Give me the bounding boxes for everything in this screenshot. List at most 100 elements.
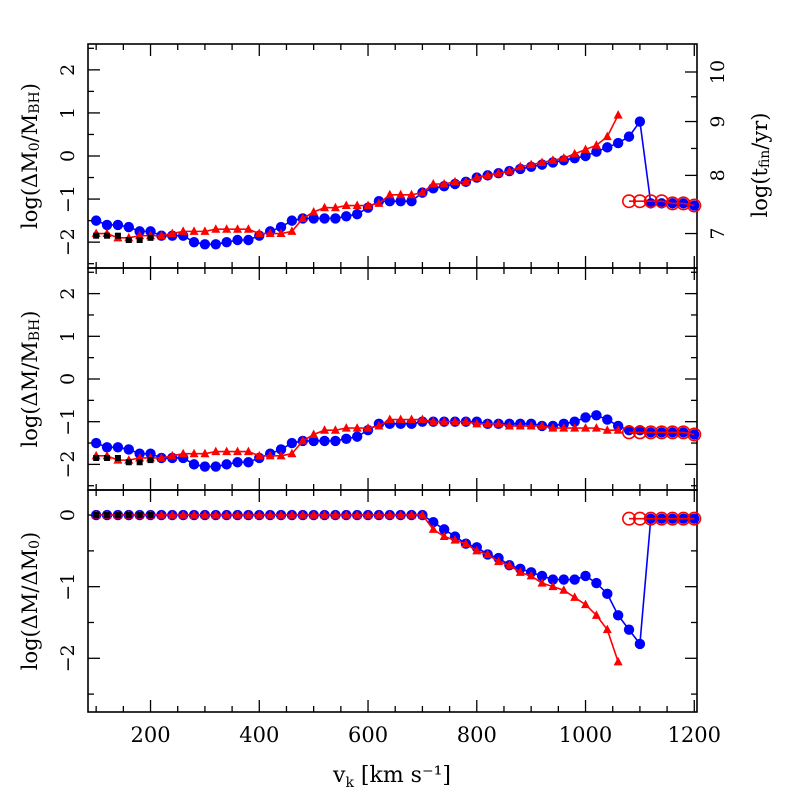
data-point [93,232,100,239]
data-point [147,457,154,464]
data-point [351,208,363,220]
data-point [602,131,612,141]
data-point [265,228,275,238]
data-point [167,510,177,519]
data-point [396,510,406,519]
data-point [222,224,232,233]
data-point [461,416,471,426]
data-point [232,457,243,468]
data-point [243,234,254,246]
data-point [309,429,319,438]
data-point [439,531,449,541]
data-point [93,454,100,461]
data-point [178,226,188,235]
data-point [494,418,504,428]
data-point [385,189,395,199]
data-point [439,179,449,188]
data-point [243,457,254,468]
data-point [406,196,417,207]
data-point [199,461,211,472]
data-point [580,412,591,423]
data-point [276,228,286,238]
data-point [483,170,493,179]
y-tick-label: −1 [57,185,79,213]
data-point [104,512,111,519]
data-point [123,221,134,233]
data-point [189,510,199,519]
data-point [417,414,427,424]
data-point [287,510,297,519]
data-point [602,425,612,434]
panel-top: −2 −1 0 1 2 log(ΔM0/MBH) 7 8 9 10 log(tfin/yr) [18,43,773,269]
data-point [537,420,547,430]
y-tick-label: −2 [57,450,79,478]
y-tick-label: 2 [57,288,79,300]
data-point [287,448,297,458]
data-point [526,159,536,169]
data-point [439,416,449,426]
data-point [623,131,635,142]
series-line [96,114,619,239]
data-point [591,140,601,149]
y-tick-label: 0 [57,373,79,385]
right-axis-label: log(tfin/yr) [748,113,773,218]
data-point [581,144,591,154]
data-point [385,510,395,519]
data-point [591,146,602,157]
data-point [320,202,330,212]
data-point [632,194,647,209]
y-tick-label: −1 [57,573,79,601]
data-point [417,510,427,519]
data-point [222,510,232,519]
data-point [265,450,275,460]
data-point [559,585,569,594]
data-point [570,592,580,601]
data-point [581,599,591,609]
data-point [320,425,330,434]
data-point [188,459,200,470]
data-point [319,213,330,224]
y-tick-label: 1 [57,107,79,119]
data-point [494,168,504,177]
data-point [308,213,319,224]
data-point [136,459,143,466]
plot-frame [87,489,698,713]
data-point [156,452,166,462]
data-point [112,219,124,231]
data-point [374,420,384,430]
data-point [676,511,691,526]
data-point [114,232,121,239]
data-point [472,545,482,555]
data-point [643,194,658,209]
data-point [178,510,188,519]
data-point [298,213,308,222]
data-point [407,510,417,519]
data-point [385,414,395,424]
data-point [548,155,558,164]
data-point [101,219,113,231]
data-point [232,234,243,246]
data-point [602,414,613,425]
data-point [581,423,591,432]
series-red-open-circle [622,425,702,442]
data-point [612,137,624,149]
data-point [341,423,351,432]
data-point [125,459,132,466]
data-point [254,228,264,238]
data-point [687,427,702,442]
data-point [286,437,298,449]
data-point [341,200,351,210]
data-point [221,236,232,248]
data-point [634,638,646,650]
data-point [526,420,536,430]
series-red-open-circle [622,194,702,213]
data-point [330,435,341,447]
right-tick-label: 10 [707,60,729,84]
data-point [156,230,166,240]
data-point [363,423,373,432]
data-point [309,510,319,519]
data-point [407,414,417,424]
data-point [114,512,121,519]
y-tick-label: 1 [57,330,79,342]
